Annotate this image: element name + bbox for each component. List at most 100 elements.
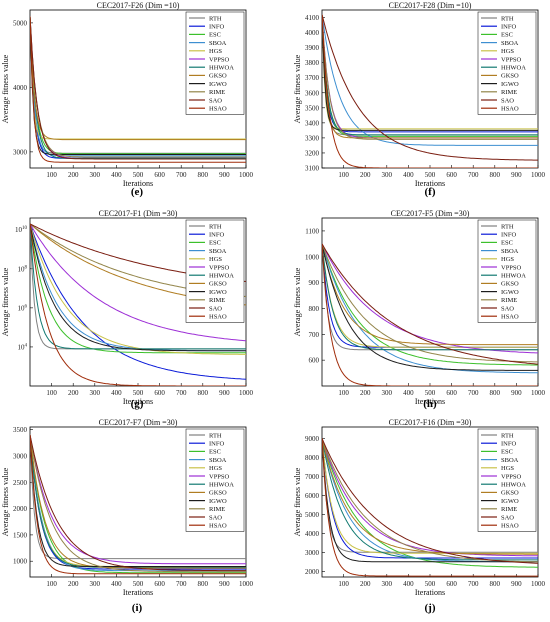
legend-entry: IGWO [209, 289, 227, 296]
legend-entry: HGS [501, 256, 514, 263]
x-tick-label: 300 [382, 171, 393, 179]
legend-entry: HGS [501, 48, 514, 55]
y-tick-label: 7000 [305, 473, 320, 481]
x-tick-label: 100 [338, 389, 349, 397]
legend-box [185, 428, 245, 532]
legend-entry: GKSO [209, 490, 227, 497]
legend-entry: HSAO [501, 314, 519, 321]
legend-entry: VPPSO [501, 264, 522, 271]
x-tick-label: 800 [490, 171, 501, 179]
x-tick-label: 900 [511, 580, 522, 588]
legend-box [477, 219, 537, 323]
x-tick-label: 600 [154, 171, 165, 179]
x-tick-label: 600 [446, 171, 457, 179]
x-tick-label: 700 [176, 389, 187, 397]
legend-entry: HGS [209, 48, 222, 55]
series-line-hgs [322, 243, 538, 348]
legend-entry: GKSO [209, 281, 227, 288]
x-axis-label: Iterations [415, 179, 445, 188]
x-tick-label: 700 [176, 580, 187, 588]
x-axis-label: Iterations [123, 588, 153, 597]
series-line-rth [30, 434, 246, 560]
x-tick-label: 300 [90, 171, 101, 179]
series-line-igwo [322, 14, 538, 131]
y-tick-label: 3100 [305, 165, 320, 173]
y-tick-label: 3600 [305, 89, 320, 97]
legend-entry: VPPSO [209, 264, 230, 271]
series-line-igwo [30, 434, 246, 567]
series-line-hsao [30, 16, 246, 163]
x-tick-label: 1000 [531, 171, 546, 179]
legend-entry: ESC [209, 240, 221, 247]
legend-entry: SAO [501, 97, 514, 104]
x-tick-label: 400 [111, 171, 122, 179]
chart-title: CEC2017-F5 (Dim =30) [391, 209, 470, 218]
y-tick-label: 2500 [13, 479, 28, 487]
legend-entry: HSAO [501, 106, 519, 113]
series-line-esc [30, 223, 246, 354]
x-tick-label: 500 [425, 171, 436, 179]
legend-entry: RTH [501, 223, 514, 230]
x-tick-label: 200 [68, 389, 79, 397]
y-tick-label: 3500 [305, 104, 320, 112]
legend-entry: HHWOA [501, 273, 526, 280]
series-line-rime [322, 243, 538, 363]
series-line-gkso [322, 14, 538, 139]
series-line-esc [30, 16, 246, 155]
series-line-vppso [30, 434, 246, 565]
x-tick-label: 900 [219, 171, 230, 179]
x-tick-label: 1000 [239, 389, 254, 397]
legend-entry: SBOA [501, 457, 519, 464]
x-tick-label: 700 [468, 389, 479, 397]
x-tick-label: 1000 [531, 580, 546, 588]
y-tick-label: 1010 [15, 226, 28, 234]
legend-entry: SAO [209, 97, 222, 104]
series-line-hgs [30, 16, 246, 140]
x-tick-label: 300 [382, 580, 393, 588]
chart-panel-f: CEC2017-F28 (Dim =10) 100 200 300 400 500 600 7… [293, 1, 546, 198]
legend-entry: RTH [209, 15, 222, 22]
y-tick-label: 700 [309, 331, 320, 339]
chart-panel-e: CEC2017-F26 (Dim =10) 100 200 300 400 500 600 7… [1, 1, 254, 198]
legend-entry: INFO [209, 232, 224, 239]
legend-entry: SAO [209, 305, 222, 312]
legend-entry: VPPSO [501, 473, 522, 480]
y-axis-label: Average fitness value [1, 467, 10, 536]
legend-entry: RTH [209, 223, 222, 230]
y-tick-label: 6000 [305, 492, 320, 500]
x-tick-label: 800 [198, 171, 209, 179]
series-line-info [322, 14, 538, 133]
y-tick-label: 1000 [305, 253, 320, 261]
legend-entry: SBOA [501, 40, 519, 47]
x-tick-label: 500 [425, 580, 436, 588]
legend-entry: HHWOA [209, 482, 234, 489]
x-tick-label: 600 [446, 580, 457, 588]
x-tick-label: 600 [446, 389, 457, 397]
x-tick-label: 100 [46, 389, 57, 397]
subfigure-label: (i) [132, 602, 143, 614]
legend-entry: IGWO [501, 289, 519, 296]
chart-panel-i: CEC2017-F7 (Dim =30) 100 200 300 400 500 600 70… [1, 418, 254, 614]
legend-entry: HSAO [209, 523, 227, 530]
subfigure-label: (j) [425, 602, 436, 614]
series-line-hhwoa [322, 243, 538, 351]
y-tick-label: 106 [18, 304, 28, 312]
y-tick-label: 8000 [305, 454, 320, 462]
legend-entry: ESC [501, 240, 513, 247]
y-axis-label: Average fitness value [1, 54, 10, 123]
x-tick-label: 300 [90, 389, 101, 397]
legend-entry: HGS [501, 465, 514, 472]
y-axis-label: Average fitness value [293, 54, 302, 123]
legend-entry: RIME [209, 89, 225, 96]
x-tick-label: 800 [490, 389, 501, 397]
legend-entry: GKSO [501, 490, 519, 497]
legend-entry: RTH [501, 15, 514, 22]
series-line-hgs [322, 438, 538, 554]
legend-entry: SBOA [209, 457, 227, 464]
legend-entry: SBOA [501, 248, 519, 255]
legend-entry: HSAO [209, 106, 227, 113]
series-line-hhwoa [322, 14, 538, 136]
